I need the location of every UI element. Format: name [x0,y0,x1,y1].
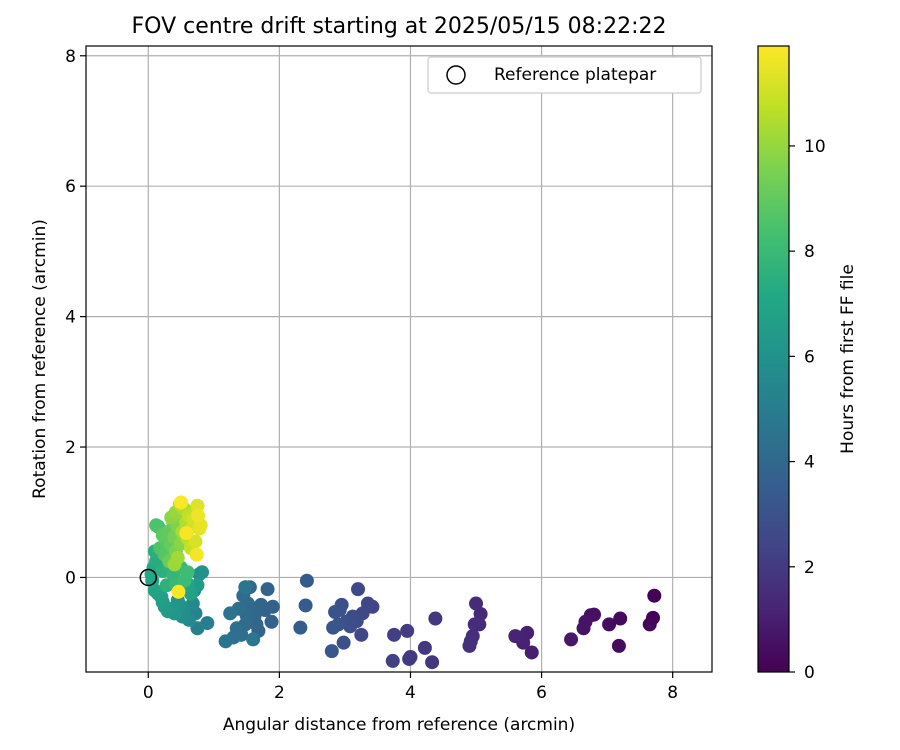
colorbar-tick-label: 4 [804,453,815,473]
data-point [524,645,539,660]
data-point [189,547,204,562]
data-point [299,573,314,588]
data-point [246,632,261,647]
data-point [564,632,579,647]
data-point [326,620,341,635]
chart-title: FOV centre drift starting at 2025/05/15 … [132,14,667,39]
data-point [190,621,205,636]
data-point [611,638,626,653]
data-point [402,651,417,666]
data-point [647,588,662,603]
data-point [462,638,477,653]
legend: Reference platepar [427,56,702,94]
data-point [264,614,279,629]
y-axis-label: Rotation from reference (arcmin) [30,219,50,499]
colorbar-tick-label: 10 [804,137,826,157]
colorbar-label: Hours from first FF file [838,264,858,454]
data-point [171,584,186,599]
data-point [324,644,339,659]
data-point [642,617,657,632]
y-tick-label: 4 [65,308,76,328]
colorbar [757,45,790,673]
data-point [400,623,415,638]
colorbar-tick-label: 8 [804,242,815,262]
x-axis-label: Angular distance from reference (arcmin) [223,715,575,735]
data-point [354,627,369,642]
y-tick-label: 2 [65,438,76,458]
colorbar-ticks: 0 2 4 6 8 10 [789,137,826,683]
colorbar-tick-label: 2 [804,558,815,578]
data-point [508,629,523,644]
legend-entry-reference-platepar: Reference platepar [494,65,656,85]
x-tick-label: 8 [667,683,678,703]
legend-box [427,56,702,94]
data-point [170,550,185,565]
data-point [351,582,366,597]
data-point [238,580,253,595]
data-point [336,635,351,650]
x-tick-label: 4 [405,683,416,703]
x-tick-label: 6 [536,683,547,703]
x-tick-label: 0 [143,683,154,703]
data-point [195,565,210,580]
plot-frame [85,45,713,673]
data-point [576,621,591,636]
data-point [223,606,238,621]
y-axis-ticks: 0 2 4 6 8 [65,47,86,588]
y-tick-label: 6 [65,177,76,197]
data-point [191,508,206,523]
data-point [293,620,308,635]
y-tick-label: 0 [65,568,76,588]
data-point [467,617,482,632]
data-points [144,495,662,670]
legend-marker [446,65,466,85]
data-point [328,605,343,620]
x-tick-label: 2 [274,683,285,703]
data-point [260,582,275,597]
data-point [473,606,488,621]
data-point [385,653,400,668]
data-point [602,617,617,632]
data-point [179,526,194,541]
data-point [428,611,443,626]
y-tick-label: 8 [65,47,76,67]
reference-point-marker [139,568,158,587]
colorbar-tick-label: 0 [804,663,815,683]
data-point [613,611,628,626]
data-point [174,495,189,510]
colorbar-tick-label: 6 [804,347,815,367]
data-point [387,627,402,642]
data-point [469,596,484,611]
data-point [425,655,440,670]
data-point [180,565,195,580]
data-point [417,640,432,655]
data-point [298,598,313,613]
x-axis-ticks: 0 2 4 6 8 [143,672,678,703]
data-point [218,634,233,649]
data-point [188,534,203,549]
